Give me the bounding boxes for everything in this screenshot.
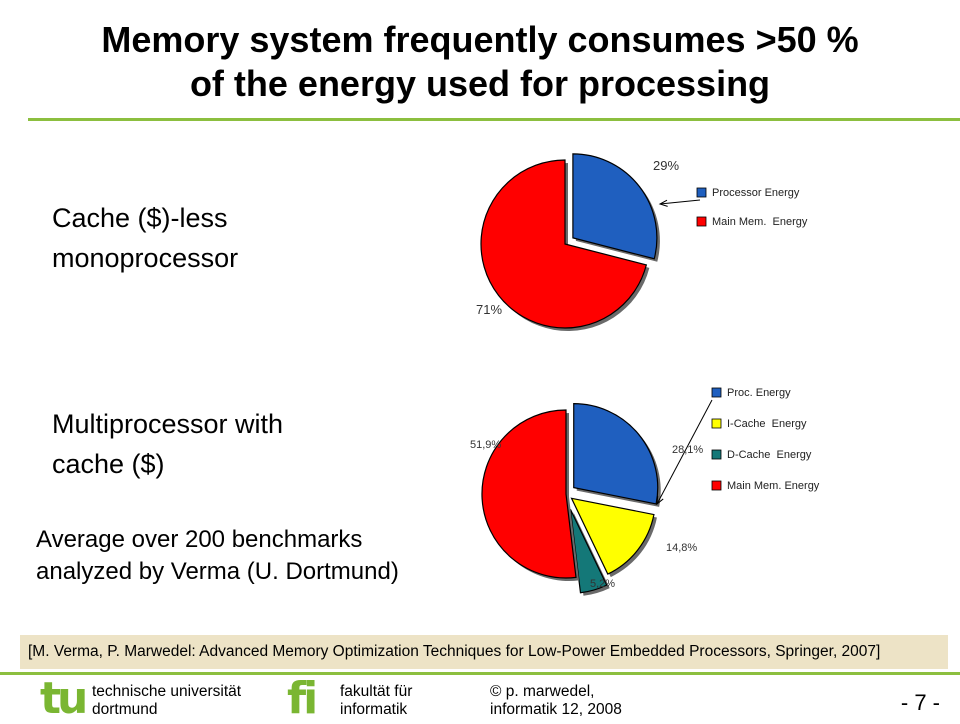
data-label-processor-energy: 29% (653, 158, 679, 173)
average-note: Average over 200 benchmarks analyzed by … (36, 524, 399, 588)
case-2-line-2: cache ($) (52, 449, 165, 479)
legend-swatch-proc-energy (711, 387, 722, 398)
pie-slice-main-mem-energy (480, 159, 648, 329)
case-1-line-2: monoprocessor (52, 243, 239, 273)
legend-label-i-cache-energy: I-Cache Energy (727, 418, 807, 430)
pie-chart-multiprocessor: 28,1% 14,8% 5,2% 51,9% Proc. Energy I-Cache E… (470, 387, 820, 596)
faculty-line-1: fakultät für (340, 683, 413, 700)
leader-line (659, 199, 701, 205)
pie-slice-proc-energy (573, 403, 659, 505)
leader-arrowhead (656, 495, 664, 506)
slide-title: Memory system frequently consumes >50 % … (30, 18, 930, 106)
legend-swatch-d-cache-energy (711, 449, 722, 460)
fi-logo: fi (287, 673, 318, 724)
faculty-name: fakultät für informatik (340, 683, 412, 719)
title-divider (28, 118, 960, 121)
legend-label-main-mem-energy: Main Mem. Energy (727, 480, 820, 492)
author-line-1: © p. marwedel, (490, 683, 595, 700)
legend-label-main-mem-energy: Main Mem. Energy (712, 216, 808, 228)
case-1-label: Cache ($)-less monoprocessor (52, 198, 238, 278)
author-line-2: informatik 12, 2008 (490, 701, 622, 718)
case-1-line-1: Cache ($)-less (52, 203, 228, 233)
title-line-2: of the energy used for processing (189, 63, 771, 104)
case-2-line-1: Multiprocessor with (52, 409, 284, 439)
pie-slice-d-cache-energy (569, 509, 608, 594)
footer-divider (0, 672, 960, 675)
legend-label-processor-energy: Processor Energy (712, 187, 800, 199)
leader-arrowhead (658, 199, 668, 207)
pie-slice-main-mem-energy (481, 409, 577, 579)
case-2-label: Multiprocessor with cache ($) (52, 404, 283, 484)
university-name: technische universität dortmund (92, 683, 241, 719)
university-line-1: technische universität (92, 683, 242, 700)
citation: [M. Verma, P. Marwedel: Advanced Memory … (20, 635, 948, 669)
legend-swatch-processor-energy (696, 187, 707, 198)
faculty-line-2: informatik (340, 701, 408, 718)
author-credit: © p. marwedel, informatik 12, 2008 (490, 683, 622, 719)
average-note-line-1: Average over 200 benchmarks (36, 526, 363, 553)
legend-label-proc-energy: Proc. Energy (727, 387, 791, 399)
pie-slice-processor-energy (572, 153, 658, 260)
legend-swatch-main-mem-energy (711, 480, 722, 491)
data-label-main-mem-energy: 51,9% (470, 439, 501, 451)
legend-label-d-cache-energy: D-Cache Energy (727, 449, 812, 461)
legend-swatch-main-mem-energy (696, 216, 707, 227)
leader-line (656, 399, 713, 505)
page-number: - 7 - (900, 690, 940, 715)
data-label-d-cache-energy: 5,2% (590, 578, 615, 590)
tu-logo: tu (40, 673, 88, 724)
data-label-i-cache-energy: 14,8% (666, 542, 697, 554)
data-label-proc-energy: 28,1% (672, 444, 703, 456)
pie-slice-i-cache-energy (570, 497, 655, 575)
university-line-2: dortmund (92, 701, 158, 718)
data-label-main-mem-energy: 71% (476, 302, 502, 317)
average-note-line-2: analyzed by Verma (U. Dortmund) (36, 558, 399, 585)
title-line-1: Memory system frequently consumes >50 % (101, 19, 859, 60)
pie-chart-monoprocessor: 29% 71% Processor Energy Main Mem. Energy (476, 153, 808, 331)
legend-swatch-i-cache-energy (711, 418, 722, 429)
